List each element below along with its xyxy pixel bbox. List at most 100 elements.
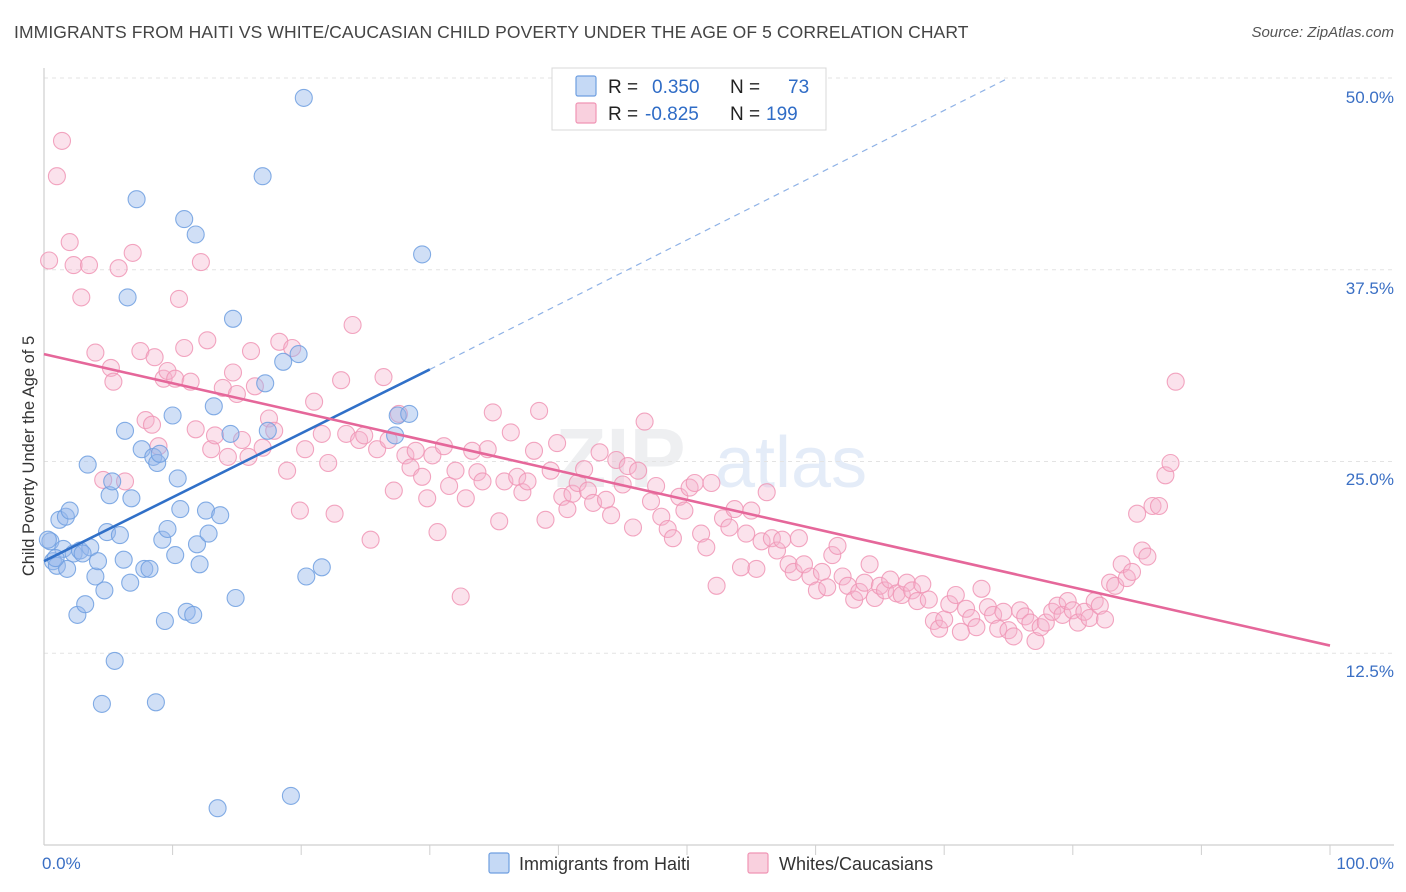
scatter-point <box>64 256 83 275</box>
scatter-point <box>731 558 751 577</box>
scatter-point <box>153 530 172 549</box>
scatter-point <box>47 167 66 186</box>
scatter-point <box>697 538 716 557</box>
scatter-point <box>413 245 432 264</box>
scatter-point <box>52 131 72 150</box>
source-label: Source: ZipAtlas.com <box>1251 24 1394 41</box>
scatter-point <box>623 518 643 537</box>
scatter-point <box>702 473 721 493</box>
scatter-point <box>146 693 165 712</box>
scatter-point <box>175 338 194 358</box>
scatter-point <box>184 605 203 624</box>
scatter-point <box>186 225 205 244</box>
scatter-point <box>1149 496 1169 516</box>
scatter-point <box>823 546 842 565</box>
scatter-point <box>205 426 225 445</box>
scatter-point <box>1004 627 1023 646</box>
scatter-point <box>1095 610 1115 629</box>
legend-n-value: 73 <box>788 77 809 98</box>
scatter-point <box>720 518 739 537</box>
scatter-point <box>1138 547 1157 566</box>
stats-legend: R = 0.350 N = 73 R = -0.825 N = 199 <box>551 67 827 131</box>
scatter-point <box>558 500 577 519</box>
scatter-point <box>158 519 177 539</box>
scatter-point <box>1026 631 1045 651</box>
scatter-point <box>747 559 766 578</box>
scatter-point <box>418 489 437 508</box>
scatter-point <box>833 567 852 586</box>
scatter-point <box>104 372 123 391</box>
stats-legend-box <box>551 67 827 131</box>
scatter-point <box>312 558 331 577</box>
scatter-point <box>123 243 142 262</box>
scatter-point <box>127 190 146 209</box>
scatter-point <box>384 481 403 500</box>
scatter-point <box>685 473 704 493</box>
scatter-point <box>343 315 362 335</box>
scatter-point <box>103 472 122 491</box>
scatter-point <box>807 581 826 600</box>
scatter-point <box>136 411 155 430</box>
legend-n-value: 199 <box>766 104 798 125</box>
scatter-point <box>1068 613 1087 632</box>
scatter-point <box>221 424 240 443</box>
scatter-point <box>145 348 164 367</box>
scatter-point <box>202 440 221 459</box>
scatter-point <box>875 581 895 600</box>
scatter-point <box>158 361 177 381</box>
scatter-point <box>241 342 261 361</box>
scatter-point <box>332 371 351 390</box>
scatter-point <box>175 210 194 229</box>
scatter-point <box>1058 592 1077 611</box>
scatter-point <box>118 288 137 307</box>
scatter-point <box>860 555 879 574</box>
scatter-point <box>88 552 108 571</box>
legend-n-label: N = <box>730 77 760 98</box>
scatter-point <box>440 476 459 496</box>
scatter-point <box>186 420 205 439</box>
scatter-point <box>245 377 264 396</box>
scatter-point <box>590 443 609 462</box>
scatter-point <box>456 489 475 508</box>
scatter-point <box>908 592 927 611</box>
scatter-point <box>223 309 243 328</box>
scatter-point <box>641 492 661 511</box>
scatter-point <box>1161 453 1180 473</box>
scatter-point <box>530 401 549 420</box>
scatter-point <box>596 490 616 509</box>
scatter-point <box>501 423 520 442</box>
scatter-point <box>361 530 380 549</box>
scatter-point <box>1122 562 1142 581</box>
x-tick-label-right: 100.0% <box>1336 854 1394 873</box>
scatter-point <box>265 421 284 440</box>
x-ticks <box>172 845 1331 855</box>
scatter-point <box>812 562 832 581</box>
scatter-point <box>388 406 407 425</box>
scatter-point <box>752 532 771 551</box>
scatter-point <box>121 573 140 592</box>
scatter-point <box>218 447 237 466</box>
scatter-point <box>967 618 986 637</box>
scatter-point <box>208 799 227 818</box>
scatter-point <box>325 504 344 523</box>
scatter-point <box>602 506 621 525</box>
scatter-point <box>524 441 544 460</box>
bottom-legend-label-haiti: Immigrants from Haiti <box>519 854 690 874</box>
trend-line-haiti-extended <box>429 77 1009 370</box>
scatter-point <box>86 343 105 362</box>
scatter-point <box>946 585 965 605</box>
scatter-point <box>737 524 756 543</box>
legend-r-value: 0.350 <box>652 77 700 98</box>
trend-line-whites <box>43 352 1331 647</box>
scatter-point <box>784 562 803 581</box>
scatter-point <box>818 578 837 597</box>
scatter-point <box>1036 613 1055 632</box>
scatter-point <box>199 524 218 543</box>
scatter-point <box>226 588 245 608</box>
scatter-point <box>289 345 308 364</box>
scatter-point <box>312 424 331 443</box>
scatter-point <box>413 467 432 486</box>
legend-r-value: -0.825 <box>645 104 699 125</box>
scatter-point <box>86 567 105 586</box>
